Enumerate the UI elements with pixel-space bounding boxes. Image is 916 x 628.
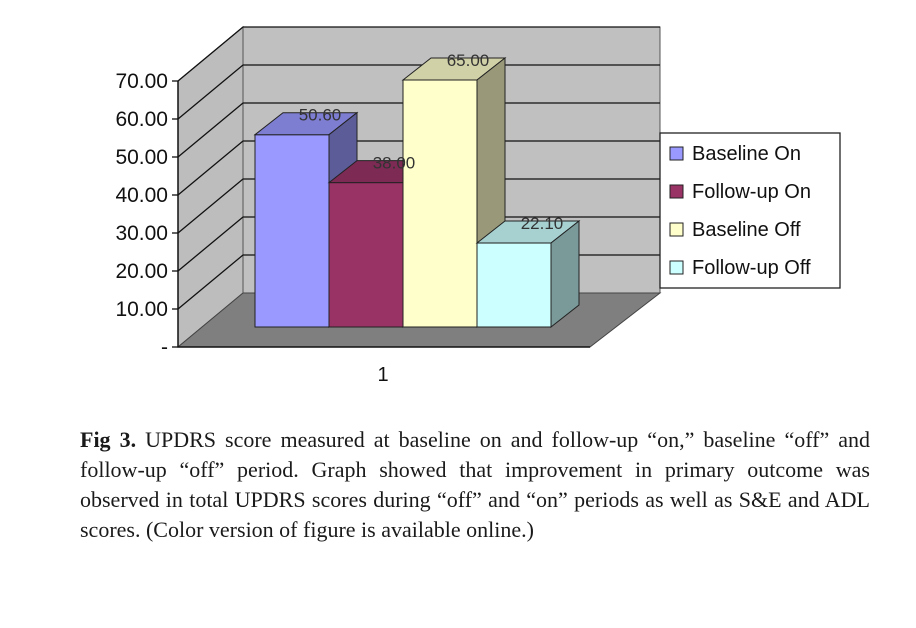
x-tick-label: 1 [377,364,388,386]
y-tick-label: 40.00 [115,184,168,207]
legend-label: Follow-up Off [692,257,811,279]
caption-lead: Fig 3. [80,427,137,452]
caption-text: UPDRS score measured at baseline on and … [80,427,871,542]
y-tick-label: 60.00 [115,108,168,131]
legend-box [659,132,841,289]
bar-follow-up-off [475,219,581,329]
bar-chart: - 10.00 20.00 30.00 40.00 50.00 60.00 70.00 50.… [115,25,841,386]
legend-swatch [669,184,684,199]
gridlines [177,26,660,310]
legend-swatch [669,260,684,275]
legend-swatch [669,146,684,161]
figure-caption: Fig 3. UPDRS score measured at baseline … [80,425,870,545]
y-tick-label: 10.00 [115,298,168,321]
data-label: 22.10 [521,214,564,233]
y-tick-label: - [161,336,168,359]
gridline [177,102,660,158]
bar-front [476,242,552,328]
bars [253,56,581,329]
x-axis: 1 [377,364,388,386]
y-tick-label: 20.00 [115,260,168,283]
data-labels: 50.60 38.00 65.00 22.10 [299,51,564,233]
y-tick-label: 50.00 [115,146,168,169]
legend-label: Follow-up On [692,181,811,203]
legend: Baseline On Follow-up On Baseline Off Follo… [659,132,841,289]
data-label: 65.00 [447,51,490,70]
y-tick-label: 70.00 [115,70,168,93]
bar-front [328,182,404,328]
data-label: 38.00 [373,154,416,173]
legend-label: Baseline Off [692,219,801,241]
bar-front [402,79,478,328]
legend-swatch [669,222,684,237]
bar-side [550,219,580,329]
legend-label: Baseline On [692,143,801,165]
y-tick-label: 30.00 [115,222,168,245]
gridline [177,26,660,82]
y-axis: - 10.00 20.00 30.00 40.00 50.00 60.00 70.00 [115,70,590,359]
gridline [177,216,660,272]
gridline [177,140,660,196]
gridline [177,64,660,120]
data-label: 50.60 [299,106,342,125]
bar-front [254,134,330,328]
gridline [177,178,660,234]
